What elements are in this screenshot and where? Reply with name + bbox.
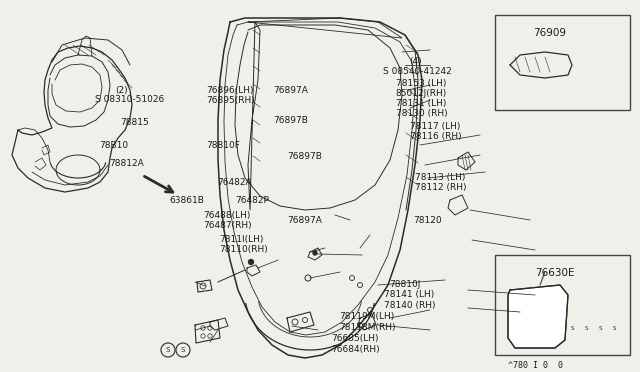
Text: 76897B: 76897B <box>287 152 321 161</box>
Text: 78112 (RH): 78112 (RH) <box>415 183 466 192</box>
Text: S: S <box>166 347 170 353</box>
Text: 78113 (LH): 78113 (LH) <box>415 173 465 182</box>
Text: 76897B: 76897B <box>273 116 308 125</box>
Text: S: S <box>612 326 616 330</box>
Text: 76909: 76909 <box>534 28 566 38</box>
Text: 76895(RH): 76895(RH) <box>206 96 255 105</box>
Text: 76488(LH): 76488(LH) <box>204 211 251 220</box>
Text: 78118M(RH): 78118M(RH) <box>339 323 396 332</box>
Circle shape <box>248 260 253 264</box>
Text: 76897A: 76897A <box>273 86 308 95</box>
Text: S 08540-41242: S 08540-41242 <box>383 67 451 76</box>
Text: 78119M(LH): 78119M(LH) <box>339 312 394 321</box>
Polygon shape <box>508 285 568 348</box>
Text: 85012J(RH): 85012J(RH) <box>396 89 447 98</box>
Text: 78153 (LH): 78153 (LH) <box>396 79 446 88</box>
Text: 78141 (LH): 78141 (LH) <box>384 291 435 299</box>
Text: 78110(RH): 78110(RH) <box>219 245 268 254</box>
Text: 78131 (LH): 78131 (LH) <box>396 99 446 108</box>
Text: 76897A: 76897A <box>287 217 321 225</box>
Text: 78130 (RH): 78130 (RH) <box>396 109 447 118</box>
Bar <box>495 255 630 355</box>
Text: 78117 (LH): 78117 (LH) <box>410 122 460 131</box>
Text: ^780 I 0  0: ^780 I 0 0 <box>508 360 563 369</box>
Text: 78815: 78815 <box>120 118 149 127</box>
Text: 76482P: 76482P <box>236 196 269 205</box>
Text: 7811I(LH): 7811I(LH) <box>219 235 263 244</box>
Circle shape <box>313 251 317 255</box>
Text: 76630E: 76630E <box>535 268 575 278</box>
Text: (4): (4) <box>410 57 422 66</box>
Text: (2): (2) <box>115 86 128 95</box>
Text: S: S <box>570 326 573 330</box>
Text: 76896(LH): 76896(LH) <box>206 86 253 95</box>
Text: 76482A: 76482A <box>218 178 252 187</box>
Text: 76487(RH): 76487(RH) <box>204 221 252 230</box>
Text: 78B10: 78B10 <box>99 141 129 150</box>
Text: 76685(LH): 76685(LH) <box>332 334 379 343</box>
Bar <box>495 15 630 110</box>
Text: 78810J: 78810J <box>389 280 420 289</box>
Text: 78116 (RH): 78116 (RH) <box>410 132 461 141</box>
Text: S 08310-51026: S 08310-51026 <box>95 95 164 104</box>
Text: 78120: 78120 <box>413 217 442 225</box>
Text: 78810F: 78810F <box>206 141 240 150</box>
Text: 78140 (RH): 78140 (RH) <box>384 301 435 310</box>
Text: 63861B: 63861B <box>170 196 204 205</box>
Text: 76684(RH): 76684(RH) <box>332 345 380 354</box>
Text: S: S <box>584 326 588 330</box>
Text: S: S <box>598 326 602 330</box>
Text: S: S <box>181 347 185 353</box>
Text: 78812A: 78812A <box>109 159 143 168</box>
